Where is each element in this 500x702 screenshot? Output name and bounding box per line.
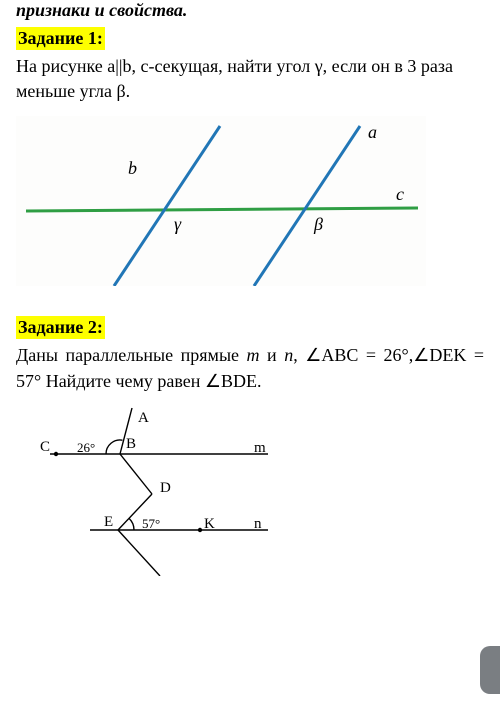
svg-text:K: K: [204, 516, 215, 532]
svg-text:A: A: [138, 410, 149, 426]
svg-text:b: b: [128, 158, 137, 178]
svg-text:B: B: [126, 436, 136, 452]
header-fragment: признаки и свойства.: [16, 0, 484, 21]
side-tab[interactable]: [480, 646, 500, 694]
task1-label: Задание 1:: [16, 27, 105, 50]
svg-text:β: β: [313, 214, 323, 234]
svg-text:D: D: [160, 480, 171, 496]
task1-figure: a b c γ β: [16, 116, 426, 286]
page-content: признаки и свойства. Задание 1: На рисун…: [0, 0, 500, 602]
svg-text:E: E: [104, 514, 113, 530]
task1-figure-wrapper: a b c γ β: [16, 116, 484, 286]
svg-text:n: n: [254, 516, 262, 532]
task2-text: Даны параллельные прямые m и n, ∠ABC = 2…: [16, 343, 484, 393]
task2-figure: A C Bm D E Kn 26° 57°: [20, 406, 320, 576]
svg-text:γ: γ: [174, 214, 182, 234]
svg-text:c: c: [396, 184, 404, 204]
spacer: [16, 300, 484, 316]
svg-text:C: C: [40, 439, 50, 455]
svg-text:m: m: [254, 440, 266, 456]
task1-text: На рисунке a||b, c-секущая, найти угол γ…: [16, 54, 484, 104]
svg-text:a: a: [368, 122, 377, 142]
svg-text:26°: 26°: [77, 440, 95, 455]
task1-block: Задание 1: На рисунке a||b, c-секущая, н…: [16, 27, 484, 286]
task2-block: Задание 2: Даны параллельные прямые m и …: [16, 316, 484, 575]
task2-figure-wrapper: A C Bm D E Kn 26° 57°: [16, 406, 484, 576]
svg-text:57°: 57°: [142, 516, 160, 531]
task2-label: Задание 2:: [16, 316, 105, 339]
